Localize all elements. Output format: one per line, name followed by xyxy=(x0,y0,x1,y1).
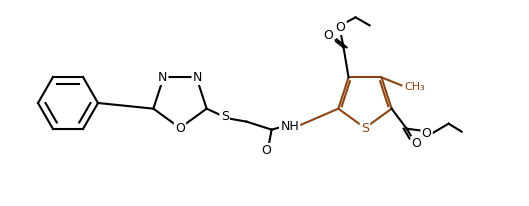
Text: O: O xyxy=(412,137,422,150)
Text: N: N xyxy=(158,71,167,84)
Text: S: S xyxy=(221,110,229,123)
Text: O: O xyxy=(175,122,185,135)
Text: O: O xyxy=(422,127,432,140)
Text: O: O xyxy=(324,29,333,42)
Text: NH: NH xyxy=(280,120,299,133)
Text: O: O xyxy=(262,144,271,157)
Text: O: O xyxy=(335,21,345,34)
Text: CH₃: CH₃ xyxy=(405,82,425,92)
Text: S: S xyxy=(361,122,369,135)
Text: N: N xyxy=(193,71,202,84)
